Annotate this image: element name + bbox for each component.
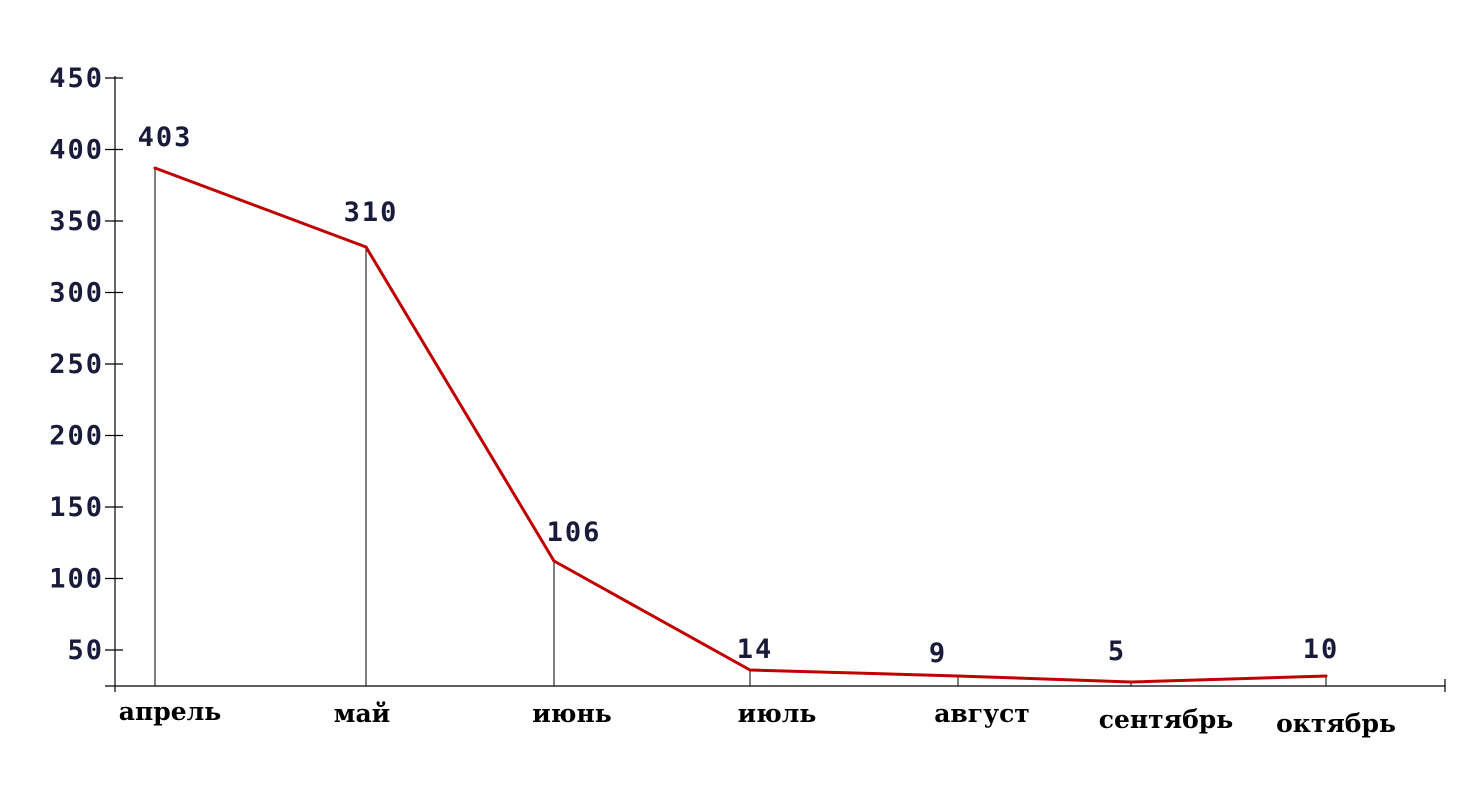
y-tick-label: 400: [49, 135, 104, 166]
data-point: [1129, 680, 1133, 684]
x-category-label: август: [934, 699, 1030, 728]
x-category-label: сентябрь: [1099, 705, 1234, 734]
y-tick-label: 100: [49, 564, 104, 595]
data-label: 10: [1303, 634, 1340, 665]
data-label: 403: [138, 122, 193, 153]
data-label: 9: [929, 638, 947, 669]
y-tick-label: 250: [49, 349, 104, 380]
y-tick-label: 150: [49, 492, 104, 523]
data-label: 14: [737, 634, 774, 665]
data-point: [153, 166, 157, 170]
y-axis-ticks: 50 100 150 200 250 300 350 400 450: [49, 63, 123, 666]
series-line: [154, 166, 1327, 684]
data-point: [748, 668, 752, 672]
y-tick-label: 450: [49, 63, 104, 94]
data-label: 5: [1108, 636, 1126, 667]
x-category-label: май: [334, 699, 390, 728]
y-tick-label: 350: [49, 206, 104, 237]
category-labels: апрель май июнь июль август сентябрь октябрь: [119, 697, 1396, 738]
data-point: [364, 245, 368, 249]
x-category-label: июль: [738, 699, 817, 728]
y-tick-label: 300: [49, 278, 104, 309]
x-category-label: октябрь: [1276, 709, 1396, 738]
data-label: 310: [344, 197, 399, 228]
x-category-label: июнь: [532, 699, 611, 728]
data-label: 106: [547, 517, 602, 548]
y-tick-label: 200: [49, 421, 104, 452]
y-tick-label: 50: [67, 635, 104, 666]
data-labels: 403 310 106 14 9 5 10: [138, 122, 1340, 684]
data-point: [552, 559, 556, 563]
data-point: [956, 674, 960, 678]
drop-lines: [154, 168, 1327, 686]
x-category-label: апрель: [119, 697, 221, 726]
data-point: [1324, 674, 1328, 678]
